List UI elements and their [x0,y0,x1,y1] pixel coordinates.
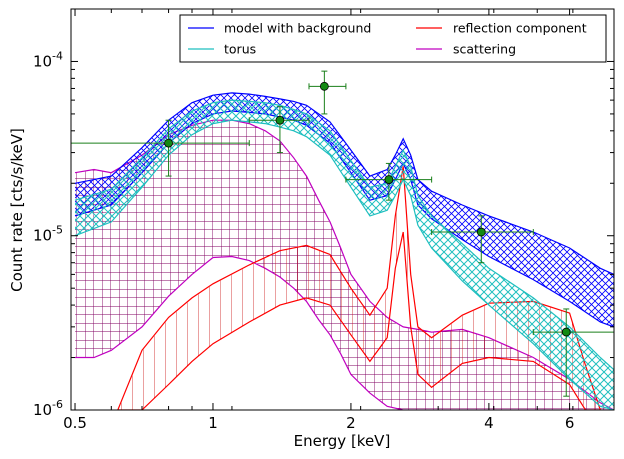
x-tick-label: 0.5 [63,414,87,432]
data-point-3 [308,70,347,115]
data-point-marker [164,138,173,148]
legend: model with background reflection compone… [179,14,607,63]
data-point-marker [476,227,486,237]
data-point-2 [248,106,310,154]
data-point-5 [431,215,534,264]
torus-lower-line [74,119,614,410]
data-point-1 [71,119,250,177]
torus-upper-line [74,99,614,371]
y-tick-label: 10-6 [33,398,63,419]
reflection-lower-line [117,231,601,410]
legend-label-reflection: reflection component [453,21,587,36]
x-tick-label: 4 [484,414,494,432]
legend-box [179,14,607,63]
plot-frame [70,8,615,411]
y-tick-label: 10-5 [33,224,63,245]
x-axis-label: Energy [keV] [294,432,391,450]
data-point-4 [345,162,433,201]
y-axis-label: Count rate [cts/s/keV] [8,128,26,292]
scattering-lower-line [75,255,614,410]
y-tick-label: 10-4 [33,49,63,70]
legend-label-scattering: scattering [453,42,516,57]
legend-label-torus: torus [224,42,256,57]
observed-data [71,70,614,397]
model-bands [74,92,614,410]
band-torus [74,99,614,410]
model-upper-line [74,92,614,275]
data-point-marker [319,81,329,91]
x-tick-label: 6 [565,414,575,432]
reflection-band-fill [117,166,601,410]
torus-band-fill [75,100,614,410]
data-point-marker [384,175,394,184]
legend-label-model: model with background [224,21,371,36]
axis-ticks: 0.5 1 2 4 6 10-6 10-5 10-4 [33,8,614,432]
data-point-marker [275,115,285,125]
data-point-6 [532,308,614,397]
data-point-marker [561,327,571,337]
x-tick-label: 1 [208,414,218,432]
x-tick-label: 2 [346,414,356,432]
